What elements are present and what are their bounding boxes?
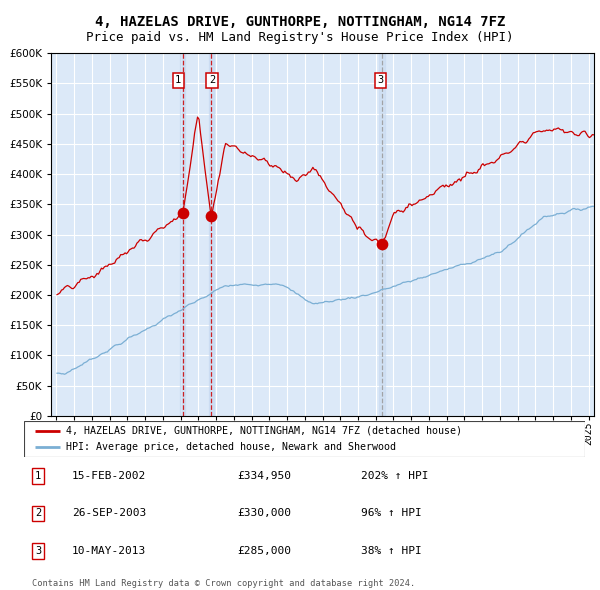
Text: 3: 3 — [377, 76, 383, 86]
Point — [377, 239, 387, 248]
Text: 4, HAZELAS DRIVE, GUNTHORPE, NOTTINGHAM, NG14 7FZ: 4, HAZELAS DRIVE, GUNTHORPE, NOTTINGHAM,… — [95, 15, 505, 29]
Text: 26-SEP-2003: 26-SEP-2003 — [71, 509, 146, 519]
Text: 1: 1 — [175, 76, 181, 86]
Text: 202% ↑ HPI: 202% ↑ HPI — [361, 471, 428, 481]
Text: £330,000: £330,000 — [237, 509, 291, 519]
Text: 38% ↑ HPI: 38% ↑ HPI — [361, 546, 421, 556]
Bar — [209, 53, 214, 416]
Text: 96% ↑ HPI: 96% ↑ HPI — [361, 509, 421, 519]
Text: Contains HM Land Registry data © Crown copyright and database right 2024.
This d: Contains HM Land Registry data © Crown c… — [32, 579, 416, 590]
Point — [178, 209, 187, 218]
Text: £334,950: £334,950 — [237, 471, 291, 481]
Text: 1: 1 — [35, 471, 41, 481]
Bar — [379, 53, 385, 416]
Point — [206, 212, 216, 221]
Text: 15-FEB-2002: 15-FEB-2002 — [71, 471, 146, 481]
Bar — [180, 53, 185, 416]
Text: 4, HAZELAS DRIVE, GUNTHORPE, NOTTINGHAM, NG14 7FZ (detached house): 4, HAZELAS DRIVE, GUNTHORPE, NOTTINGHAM,… — [66, 425, 462, 435]
Text: 10-MAY-2013: 10-MAY-2013 — [71, 546, 146, 556]
Text: HPI: Average price, detached house, Newark and Sherwood: HPI: Average price, detached house, Newa… — [66, 442, 396, 453]
FancyBboxPatch shape — [24, 421, 585, 457]
Text: Price paid vs. HM Land Registry's House Price Index (HPI): Price paid vs. HM Land Registry's House … — [86, 31, 514, 44]
Text: £285,000: £285,000 — [237, 546, 291, 556]
Text: 2: 2 — [209, 76, 215, 86]
Text: 2: 2 — [35, 509, 41, 519]
Text: 3: 3 — [35, 546, 41, 556]
